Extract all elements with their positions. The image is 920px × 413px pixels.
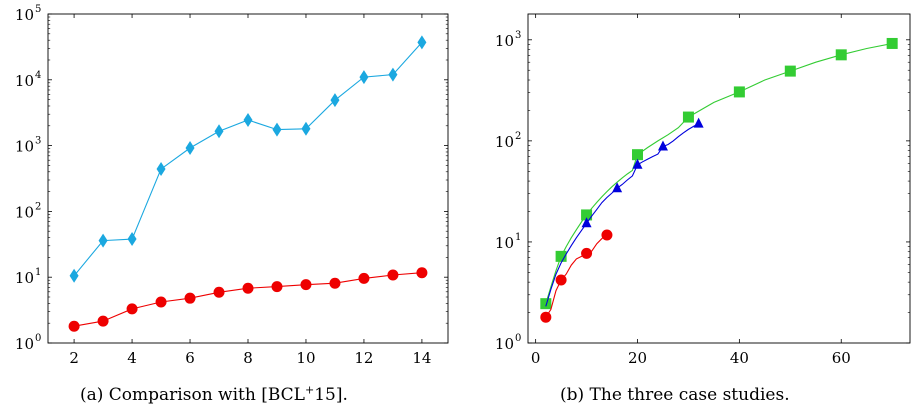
series-line: [545, 123, 699, 307]
y-tick-exponent: 0: [515, 333, 521, 344]
data-point: [185, 140, 195, 155]
caption-b: (b) The three case studies.: [560, 383, 790, 405]
data-point: [601, 229, 613, 241]
y-tick-label: 10: [15, 335, 34, 353]
data-point: [156, 162, 166, 177]
y-tick-exponent: 2: [515, 131, 521, 142]
data-point: [581, 217, 592, 228]
y-tick-exponent: 3: [515, 30, 521, 41]
data-point: [98, 233, 108, 248]
caption-a-text: (a) Comparison with [BCL+15].: [80, 383, 348, 405]
data-point: [272, 122, 282, 137]
data-point: [581, 247, 593, 259]
data-point: [784, 65, 796, 77]
data-point: [555, 250, 567, 262]
series-line: [545, 42, 893, 304]
series-line: [73, 42, 423, 277]
plot-frame: [527, 13, 911, 344]
y-tick-label: 10: [15, 269, 34, 287]
data-point: [300, 279, 312, 291]
x-tick-label: 12: [354, 349, 373, 367]
data-point: [388, 67, 398, 82]
y-tick-label: 10: [15, 203, 34, 221]
data-point: [126, 303, 138, 315]
data-point: [243, 112, 253, 127]
data-point: [213, 286, 225, 298]
series-line: [74, 272, 422, 327]
y-tick-label: 10: [495, 32, 514, 50]
series-line: [545, 234, 608, 318]
data-point: [97, 315, 109, 327]
data-point: [214, 124, 224, 139]
y-tick-exponent: 3: [35, 136, 41, 147]
x-tick-label: 14: [412, 349, 431, 367]
y-tick-exponent: 5: [35, 4, 41, 15]
data-point: [387, 269, 399, 281]
y-tick-exponent: 0: [35, 333, 41, 344]
y-tick-label: 10: [15, 138, 34, 156]
data-point: [835, 49, 847, 61]
data-point: [555, 274, 567, 286]
x-tick-label: 4: [127, 349, 137, 367]
x-tick-label: 8: [243, 349, 253, 367]
y-tick-label: 10: [495, 335, 514, 353]
data-point: [242, 282, 254, 294]
data-point: [416, 267, 428, 279]
data-point: [540, 298, 552, 310]
data-point: [184, 292, 196, 304]
data-point: [69, 268, 79, 283]
data-point: [632, 149, 644, 161]
y-tick-label: 10: [495, 234, 514, 252]
data-point: [68, 320, 80, 332]
data-point: [632, 158, 643, 169]
data-point: [271, 281, 283, 293]
data-point: [127, 232, 137, 247]
y-tick-exponent: 2: [35, 201, 41, 212]
x-tick-label: 60: [832, 349, 851, 367]
caption-b-text: (b) The three case studies.: [560, 384, 790, 405]
data-point: [693, 117, 704, 128]
data-point: [657, 140, 668, 151]
y-tick-exponent: 1: [515, 232, 521, 243]
data-point: [886, 37, 898, 49]
data-point: [329, 277, 341, 289]
data-point: [540, 311, 552, 323]
x-tick-label: 2: [69, 349, 79, 367]
data-point: [359, 70, 369, 85]
data-point: [581, 209, 593, 221]
x-tick-label: 40: [730, 349, 749, 367]
data-point: [330, 93, 340, 108]
y-tick-label: 10: [15, 6, 34, 24]
data-point: [682, 111, 694, 123]
data-point: [733, 86, 745, 98]
data-point: [301, 121, 311, 136]
y-tick-label: 10: [15, 72, 34, 90]
x-tick-label: 0: [531, 349, 541, 367]
x-tick-label: 6: [185, 349, 195, 367]
data-point: [155, 296, 167, 308]
x-tick-label: 20: [628, 349, 647, 367]
caption-a: (a) Comparison with [BCL+15].: [80, 383, 348, 405]
y-tick-exponent: 4: [35, 70, 41, 81]
x-tick-label: 10: [296, 349, 315, 367]
y-tick-label: 10: [495, 133, 514, 151]
data-point: [417, 35, 427, 50]
data-point: [612, 182, 623, 193]
y-tick-exponent: 1: [35, 267, 41, 278]
data-point: [358, 272, 370, 284]
